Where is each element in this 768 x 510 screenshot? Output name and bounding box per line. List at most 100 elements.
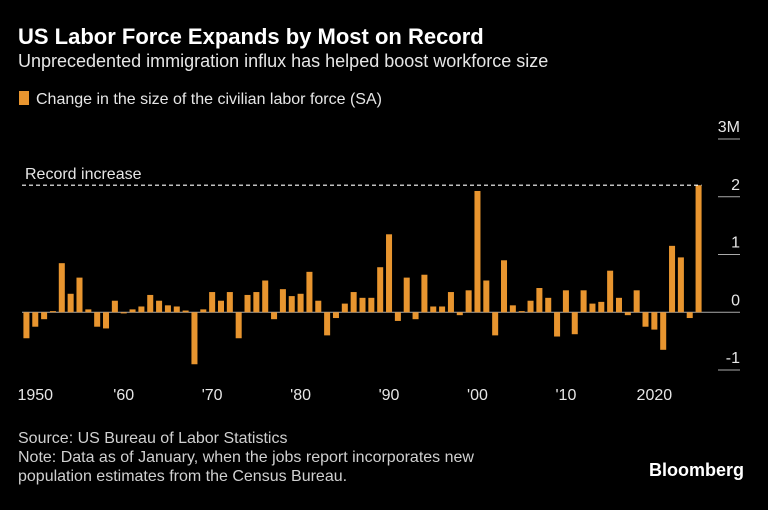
bar	[253, 292, 260, 313]
bar	[306, 271, 313, 313]
bar	[324, 312, 331, 336]
bar	[589, 303, 596, 313]
chart: Change in the size of the civilian labor…	[17, 91, 740, 404]
bar	[377, 267, 384, 313]
y-tick-label: 0	[731, 292, 740, 309]
bar	[686, 312, 693, 319]
x-tick-label: '00	[467, 387, 488, 404]
x-tick-label: '80	[290, 387, 311, 404]
x-tick-label: 2020	[637, 387, 673, 404]
bar	[67, 293, 74, 313]
bar	[633, 290, 640, 313]
bar	[156, 300, 163, 313]
bar	[76, 277, 83, 313]
bar	[173, 306, 180, 313]
bar	[509, 305, 516, 313]
bar	[439, 306, 446, 313]
bar	[315, 300, 322, 313]
bar	[669, 245, 676, 313]
bar	[677, 257, 684, 313]
bar	[226, 292, 233, 313]
bar	[182, 310, 189, 313]
source: Source: US Bureau of Labor Statistics	[18, 430, 288, 447]
y-tick-label: -1	[726, 350, 740, 367]
bar	[262, 280, 269, 313]
bar	[421, 274, 428, 313]
bar	[695, 185, 702, 313]
x-tick-label: '60	[113, 387, 134, 404]
bar	[554, 312, 561, 337]
bar	[386, 234, 393, 313]
bar	[492, 312, 499, 336]
bar	[32, 312, 39, 327]
bar	[271, 312, 278, 320]
y-tick-label: 1	[731, 235, 740, 252]
chart-title: US Labor Force Expands by Most on Record	[18, 24, 484, 49]
bar	[447, 292, 454, 313]
bar	[244, 294, 251, 313]
bar	[394, 312, 401, 321]
bar	[120, 312, 127, 314]
bar	[58, 263, 65, 313]
bar	[368, 297, 375, 313]
bar	[111, 300, 118, 313]
bar	[332, 312, 339, 319]
y-tick-label: 3M	[718, 119, 740, 136]
bar	[191, 312, 198, 365]
bar	[359, 297, 366, 313]
bar	[642, 312, 649, 327]
x-tick-label: '70	[202, 387, 223, 404]
bar	[138, 306, 145, 313]
x-tick-label: '90	[379, 387, 400, 404]
bar	[430, 306, 437, 313]
bar	[527, 300, 534, 313]
bar	[23, 312, 30, 339]
bar	[129, 309, 136, 313]
bar	[164, 305, 171, 313]
bar	[341, 303, 348, 313]
bar	[607, 270, 614, 313]
bar	[279, 289, 286, 313]
bar	[412, 312, 419, 320]
bar	[474, 190, 481, 313]
bar	[598, 301, 605, 313]
bar	[580, 290, 587, 313]
bar	[562, 290, 569, 313]
bar	[518, 311, 525, 313]
bar	[200, 309, 207, 313]
bar	[297, 293, 304, 313]
annotation: Record increase	[25, 166, 142, 183]
bar	[465, 290, 472, 313]
footnotes: Source: US Bureau of Labor Statistics No…	[18, 429, 538, 486]
bar	[500, 260, 508, 313]
chart-subtitle: Unprecedented immigration influx has hel…	[18, 51, 549, 71]
bar	[660, 312, 667, 350]
bar	[49, 311, 56, 313]
bar	[615, 297, 622, 313]
bar	[483, 280, 490, 313]
bar	[85, 309, 92, 313]
legend-swatch	[19, 91, 29, 105]
bar	[350, 292, 357, 313]
brand: Bloomberg	[648, 460, 744, 480]
bar	[288, 296, 295, 313]
bar	[624, 312, 631, 316]
legend-label: Change in the size of the civilian labor…	[36, 91, 382, 108]
x-tick-label: 1950	[17, 387, 53, 404]
bar	[103, 312, 110, 329]
bar	[536, 288, 543, 313]
bar	[403, 277, 410, 313]
y-tick-label: 2	[731, 177, 740, 194]
bar	[147, 294, 154, 313]
bar	[545, 297, 552, 313]
x-tick-label: '10	[555, 387, 576, 404]
bar	[209, 292, 216, 313]
bar	[217, 300, 225, 313]
bar	[571, 312, 578, 335]
bar	[41, 312, 48, 320]
bar	[235, 312, 242, 339]
bar	[94, 312, 101, 327]
bar	[651, 312, 658, 330]
note: Note: Data as of January, when the jobs …	[18, 449, 474, 485]
